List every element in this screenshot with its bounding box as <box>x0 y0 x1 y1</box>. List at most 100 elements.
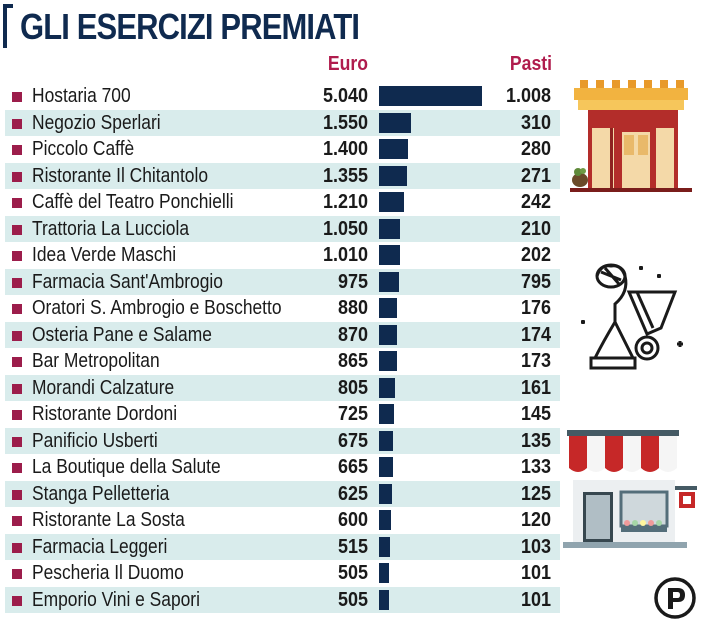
row-bullet <box>12 92 22 102</box>
table-row: Farmacia Sant'Ambrogio 975 795 <box>5 268 560 295</box>
euro-value-label: 1.010 <box>322 244 368 266</box>
row-bullet <box>12 330 22 341</box>
row-name: Panificio Usberti <box>32 429 158 452</box>
pasti-value-label: 210 <box>520 217 551 240</box>
row-name: Bar Metropolitan <box>32 350 160 372</box>
row-name: Ristorante La Sosta <box>32 509 185 531</box>
row-bullet <box>12 118 22 129</box>
euro-bar <box>379 112 411 133</box>
trophy-medal-icon <box>581 263 683 370</box>
pasti-value-label: 795 <box>520 270 551 293</box>
row-name: Piccolo Caffè <box>32 138 135 160</box>
table-row: Idea Verde Maschi 1.010 202 <box>5 242 560 269</box>
euro-value-label: 870 <box>337 323 368 346</box>
euro-value-label: 1.050 <box>322 217 368 240</box>
table-row: Panificio Usberti 675 135 <box>5 427 560 454</box>
table-row: Osteria Pane e Salame 870 174 <box>5 321 560 348</box>
table-row: Farmacia Leggeri 515 103 <box>5 533 560 560</box>
pasti-value-label: 161 <box>520 376 551 399</box>
row-name: Ristorante Il Chitantolo <box>32 164 209 187</box>
row-name: Emporio Vini e Sapori <box>32 588 200 611</box>
pasti-value-label: 125 <box>520 482 551 505</box>
table-row: Morandi Calzature 805 161 <box>5 374 560 401</box>
row-name: Hostaria 700 <box>32 85 131 107</box>
euro-bar <box>379 483 392 504</box>
row-bullet <box>12 489 22 500</box>
table-row: Hostaria 700 5.040 1.008 <box>5 83 560 110</box>
table-row: Pescheria Il Duomo 505 101 <box>5 560 560 587</box>
row-bullet <box>12 516 22 526</box>
euro-value-label: 865 <box>337 350 368 372</box>
row-name: Farmacia Leggeri <box>32 535 168 558</box>
euro-value-label: 505 <box>337 588 368 611</box>
table-row: Oratori S. Ambrogio e Boschetto 880 176 <box>5 295 560 322</box>
pasti-value-label: 103 <box>520 535 551 558</box>
euro-bar <box>379 430 393 451</box>
euro-value-label: 515 <box>337 535 368 558</box>
row-name: Trattoria La Lucciola <box>32 217 190 240</box>
restaurant-building-icon <box>570 80 692 192</box>
table-row: Ristorante Dordoni 725 145 <box>5 401 560 428</box>
row-bullet <box>12 304 22 314</box>
title-bracket <box>3 4 13 48</box>
row-name: Morandi Calzature <box>32 376 175 399</box>
euro-bar <box>379 192 404 212</box>
row-name: Idea Verde Maschi <box>32 244 177 266</box>
pasti-value-label: 145 <box>520 403 551 425</box>
row-bullet <box>12 251 22 261</box>
ranking-table: Hostaria 700 5.040 1.008 Negozio Sperlari 1.… <box>5 83 560 613</box>
pasti-value-label: 120 <box>520 509 551 531</box>
euro-value-label: 805 <box>337 376 368 399</box>
pasti-value-label: 135 <box>520 429 551 452</box>
table-row: Negozio Sperlari 1.550 310 <box>5 109 560 136</box>
page-title: GLI ESERCIZI PREMIATI <box>20 6 360 47</box>
euro-value-label: 505 <box>337 562 368 584</box>
pasti-value-label: 174 <box>520 323 551 346</box>
euro-bar <box>379 351 397 371</box>
row-name: Farmacia Sant'Ambrogio <box>32 270 223 293</box>
table-row: Trattoria La Lucciola 1.050 210 <box>5 215 560 242</box>
row-name: Ristorante Dordoni <box>32 403 178 425</box>
row-bullet <box>12 383 22 394</box>
euro-bar <box>379 218 400 239</box>
pasti-value-label: 133 <box>520 456 551 478</box>
euro-bar <box>379 298 397 318</box>
table-row: Ristorante La Sosta 600 120 <box>5 507 560 534</box>
pasti-value-label: 1.008 <box>505 85 551 107</box>
pasti-value-label: 202 <box>520 244 551 266</box>
row-name: Negozio Sperlari <box>32 111 161 134</box>
row-name: Stanga Pelletteria <box>32 482 170 505</box>
row-bullet <box>12 410 22 420</box>
shop-awning-icon <box>563 430 697 548</box>
row-bullet <box>12 463 22 473</box>
table-row: Emporio Vini e Sapori 505 101 <box>5 586 560 613</box>
euro-value-label: 600 <box>337 509 368 531</box>
row-bullet <box>12 145 22 155</box>
table-row: Piccolo Caffè 1.400 280 <box>5 136 560 163</box>
euro-value-label: 1.355 <box>322 164 368 187</box>
row-name: La Boutique della Salute <box>32 456 221 478</box>
euro-value-label: 1.400 <box>322 138 368 160</box>
row-name: Osteria Pane e Salame <box>32 323 212 346</box>
table-row: Caffè del Teatro Ponchielli 1.210 242 <box>5 189 560 216</box>
pasti-value-label: 310 <box>520 111 551 134</box>
pasti-value-label: 101 <box>520 562 551 584</box>
euro-value-label: 665 <box>337 456 368 478</box>
pasti-value-label: 176 <box>520 297 551 319</box>
row-bullet <box>12 224 22 235</box>
euro-bar <box>379 324 397 345</box>
euro-bar <box>379 536 390 557</box>
row-bullet <box>12 436 22 447</box>
pasti-value-label: 101 <box>520 588 551 611</box>
row-name: Oratori S. Ambrogio e Boschetto <box>32 297 282 319</box>
column-header-euro: Euro <box>327 53 368 75</box>
euro-bar <box>379 589 389 610</box>
euro-bar <box>379 271 399 292</box>
euro-bar <box>379 139 408 159</box>
euro-bar <box>379 563 389 583</box>
pasti-value-label: 242 <box>520 191 551 213</box>
column-header-pasti: Pasti <box>509 53 552 75</box>
euro-value-label: 880 <box>337 297 368 319</box>
table-row: Ristorante Il Chitantolo 1.355 271 <box>5 162 560 189</box>
row-bullet <box>12 569 22 579</box>
